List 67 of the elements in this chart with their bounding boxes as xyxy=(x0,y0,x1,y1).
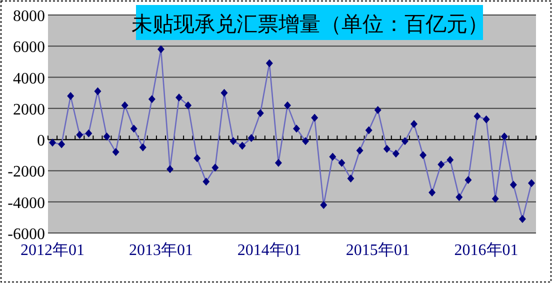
x-tick-label: 2016年01 xyxy=(454,242,518,259)
x-tick-label: 2012年01 xyxy=(20,242,85,259)
point xyxy=(428,188,436,197)
point xyxy=(212,164,219,172)
point xyxy=(139,143,146,152)
point xyxy=(194,154,201,162)
point xyxy=(338,158,346,167)
point xyxy=(176,94,183,102)
y-tick-label: 4000 xyxy=(13,70,45,88)
point xyxy=(500,132,508,140)
point xyxy=(293,124,300,133)
point xyxy=(76,130,84,139)
point xyxy=(274,158,282,167)
point xyxy=(401,137,408,146)
point xyxy=(492,194,499,203)
x-tick-label: 2014年01 xyxy=(237,242,302,259)
point xyxy=(510,180,517,189)
point xyxy=(266,59,273,68)
point xyxy=(220,88,228,97)
point xyxy=(230,137,237,146)
point xyxy=(49,138,56,147)
point xyxy=(94,87,102,96)
point xyxy=(248,134,255,142)
point xyxy=(256,109,264,118)
point xyxy=(347,174,354,182)
point xyxy=(464,176,472,184)
point xyxy=(329,152,336,161)
point xyxy=(410,120,418,128)
point xyxy=(420,151,427,160)
y-tick-label: 8000 xyxy=(13,8,45,25)
point xyxy=(302,137,310,146)
point xyxy=(148,95,156,104)
point xyxy=(528,179,535,188)
point xyxy=(85,129,92,138)
point xyxy=(446,156,454,164)
y-tick-label: -2000 xyxy=(8,164,45,181)
x-tick-label: 2015年01 xyxy=(346,242,410,259)
point xyxy=(166,165,174,174)
point xyxy=(374,106,382,114)
point xyxy=(482,115,490,124)
y-tick-label: 0 xyxy=(37,132,45,150)
point xyxy=(58,140,66,148)
point xyxy=(157,45,164,54)
point xyxy=(438,160,445,168)
point xyxy=(284,101,291,110)
point xyxy=(383,144,390,153)
point xyxy=(121,101,128,110)
x-tick-label: 2013年01 xyxy=(128,242,193,259)
point xyxy=(238,142,246,150)
point xyxy=(67,92,74,100)
point xyxy=(392,150,400,158)
point xyxy=(518,214,526,223)
point xyxy=(112,148,120,156)
point xyxy=(365,126,372,134)
point xyxy=(311,114,318,122)
point xyxy=(103,132,110,140)
point xyxy=(356,146,364,154)
y-tick-label: 6000 xyxy=(13,39,45,56)
point xyxy=(202,178,210,186)
point xyxy=(474,112,481,120)
point xyxy=(456,193,463,202)
point xyxy=(320,200,328,209)
y-tick-label: -4000 xyxy=(8,194,45,212)
point xyxy=(130,124,138,133)
point xyxy=(184,101,192,110)
y-tick-label: -6000 xyxy=(8,226,45,243)
y-tick-label: 2000 xyxy=(13,101,45,118)
